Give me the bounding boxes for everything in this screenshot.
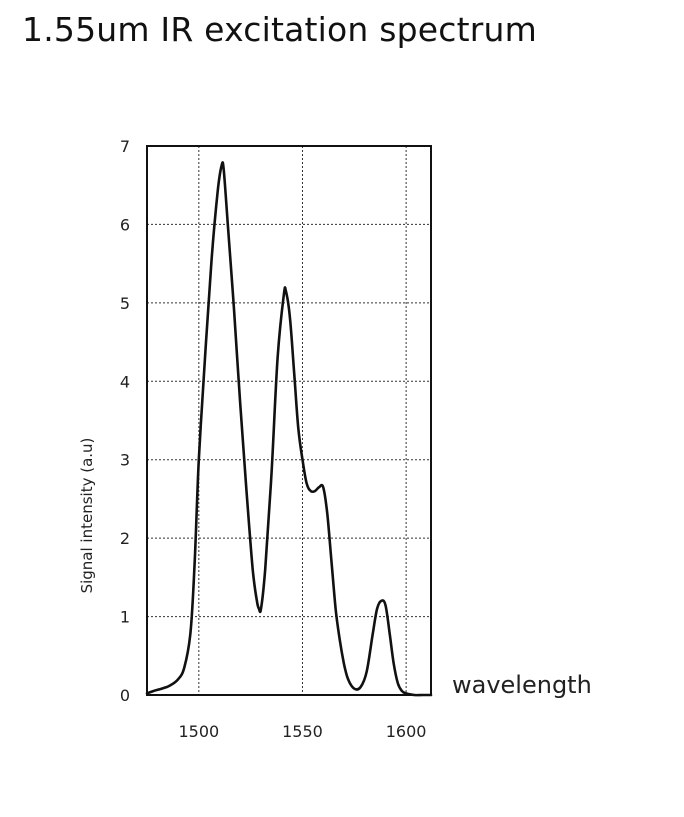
y-tick-label: 3 xyxy=(120,451,130,470)
y-tick-label: 1 xyxy=(120,608,130,627)
x-tick-label: 1500 xyxy=(178,722,219,741)
y-tick-label: 4 xyxy=(120,372,130,391)
y-tick-label: 6 xyxy=(120,215,130,234)
x-tick-labels: 1500 1550 1600 xyxy=(178,722,426,741)
y-tick-label: 7 xyxy=(120,137,130,156)
plot-frame xyxy=(146,145,432,696)
y-tick-label: 0 xyxy=(120,686,130,705)
grid xyxy=(147,146,431,695)
y-tick-label: 2 xyxy=(120,529,130,548)
x-tick-label: 1550 xyxy=(282,722,323,741)
y-tick-label: 5 xyxy=(120,294,130,313)
x-axis-label: wavelength xyxy=(452,671,592,699)
x-tick-label: 1600 xyxy=(386,722,427,741)
y-axis-label: Signal intensity (a.u) xyxy=(78,438,96,594)
page-title: 1.55um IR excitation spectrum xyxy=(22,10,537,49)
spectrum-line xyxy=(145,161,433,697)
y-tick-labels: 0 1 2 3 4 5 6 7 xyxy=(120,137,130,705)
